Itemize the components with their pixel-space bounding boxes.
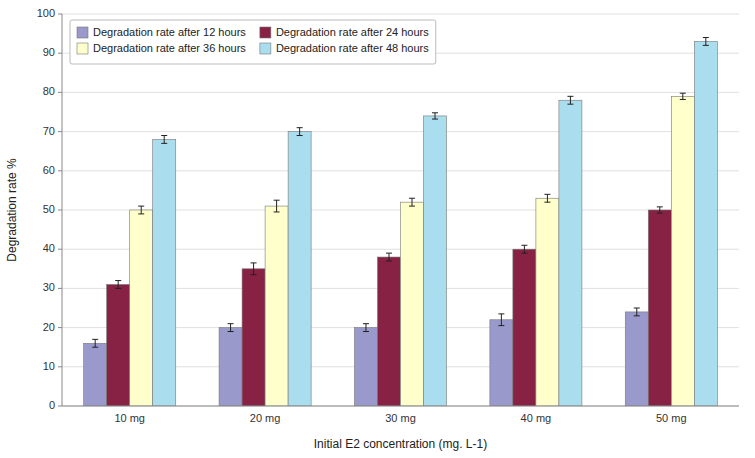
error-bar <box>228 324 234 332</box>
bar <box>242 269 265 406</box>
tick-label: 10 mg <box>114 412 145 424</box>
legend-label: Degradation rate after 36 hours <box>93 42 246 54</box>
tick-label: 40 mg <box>521 412 552 424</box>
bar <box>130 210 153 406</box>
legend-swatch <box>260 27 271 38</box>
tick-label: 40 <box>43 242 55 254</box>
tick-label: 10 <box>43 360 55 372</box>
bar <box>694 41 717 406</box>
error-bar <box>138 206 144 214</box>
bar <box>513 249 536 406</box>
tick-mark <box>58 92 62 93</box>
y-axis-title: Degradation rate % <box>5 158 19 262</box>
bar <box>424 116 447 406</box>
error-bar <box>657 207 663 213</box>
legend: Degradation rate after 12 hours Degradati… <box>70 20 436 64</box>
legend-label: Degradation rate after 48 hours <box>276 42 429 54</box>
error-bar <box>567 96 573 104</box>
error-bar <box>161 136 167 144</box>
error-bar <box>251 263 257 275</box>
bar <box>536 198 559 406</box>
legend-swatch <box>260 43 271 54</box>
error-bar <box>634 308 640 316</box>
chart: 0 10 20 30 40 50 60 70 80 90 100 10 mg 20 mg 30 mg 40 … <box>0 0 755 458</box>
series <box>107 207 672 406</box>
tick-label: 0 <box>49 399 55 411</box>
tick-mark <box>58 327 62 328</box>
error-bar <box>274 200 280 212</box>
bar <box>107 284 130 406</box>
grid-line <box>62 92 739 93</box>
tick-label: 50 mg <box>656 412 687 424</box>
series <box>130 93 695 406</box>
tick-label: 30 mg <box>385 412 416 424</box>
bar <box>559 100 582 406</box>
error-bar <box>521 245 527 253</box>
legend-frame <box>70 20 436 64</box>
tick-label: 70 <box>43 125 55 137</box>
tick-mark <box>58 14 62 15</box>
tick-label: 60 <box>43 164 55 176</box>
tick-label: 20 mg <box>250 412 281 424</box>
x-axis-line <box>62 406 739 407</box>
legend-swatch <box>77 27 88 38</box>
bar <box>354 328 377 406</box>
tick-label: 80 <box>43 85 55 97</box>
legend-item: Degradation rate after 12 hours <box>77 26 246 38</box>
legend-label: Degradation rate after 12 hours <box>93 26 246 38</box>
bar <box>377 257 400 406</box>
bar <box>490 320 513 406</box>
error-bar <box>386 253 392 261</box>
error-bar <box>115 281 121 289</box>
tick-mark <box>58 406 62 407</box>
error-bar <box>363 324 369 332</box>
error-bar <box>409 198 415 206</box>
grid-line <box>62 14 739 15</box>
bar <box>288 132 311 406</box>
legend-item: Degradation rate after 36 hours <box>77 42 246 54</box>
error-bar <box>680 93 686 99</box>
grid-line <box>62 406 739 407</box>
tick-mark <box>58 53 62 54</box>
series <box>153 38 718 406</box>
tick-label: 30 <box>43 281 55 293</box>
bar <box>219 328 242 406</box>
y-axis: 0 10 20 30 40 50 60 70 80 90 100 <box>37 7 739 411</box>
y-axis-line <box>62 14 63 406</box>
bar <box>625 312 648 406</box>
tick-mark <box>58 131 62 132</box>
x-axis: 10 mg 20 mg 30 mg 40 mg 50 mg <box>114 412 686 424</box>
x-axis-title: Initial E2 concentration (mg. L-1) <box>314 437 487 451</box>
error-bar <box>297 128 303 136</box>
bars <box>84 38 718 406</box>
chart-container: 0 10 20 30 40 50 60 70 80 90 100 10 mg 20 mg 30 mg 40 … <box>0 0 755 458</box>
tick-mark <box>58 249 62 250</box>
legend-item: Degradation rate after 24 hours <box>260 26 429 38</box>
bar <box>648 210 671 406</box>
bar <box>153 139 176 406</box>
error-bar <box>703 38 709 46</box>
plot-area: 0 10 20 30 40 50 60 70 80 90 100 10 mg 20 mg 30 mg 40 … <box>37 7 739 424</box>
bar <box>401 202 424 406</box>
error-bar <box>432 113 438 119</box>
bar <box>671 96 694 406</box>
tick-mark <box>58 366 62 367</box>
tick-mark <box>58 288 62 289</box>
grid-line <box>62 131 739 132</box>
bar <box>265 206 288 406</box>
bar <box>84 343 107 406</box>
legend-swatch <box>77 43 88 54</box>
legend-label: Degradation rate after 24 hours <box>276 26 429 38</box>
error-bar <box>498 314 504 326</box>
tick-label: 20 <box>43 321 55 333</box>
tick-mark <box>58 170 62 171</box>
error-bar <box>544 194 550 202</box>
tick-mark <box>58 210 62 211</box>
background <box>0 0 755 458</box>
tick-label: 50 <box>43 203 55 215</box>
tick-label: 90 <box>43 46 55 58</box>
legend-item: Degradation rate after 48 hours <box>260 42 429 54</box>
error-bar <box>92 339 98 347</box>
tick-label: 100 <box>37 7 55 19</box>
